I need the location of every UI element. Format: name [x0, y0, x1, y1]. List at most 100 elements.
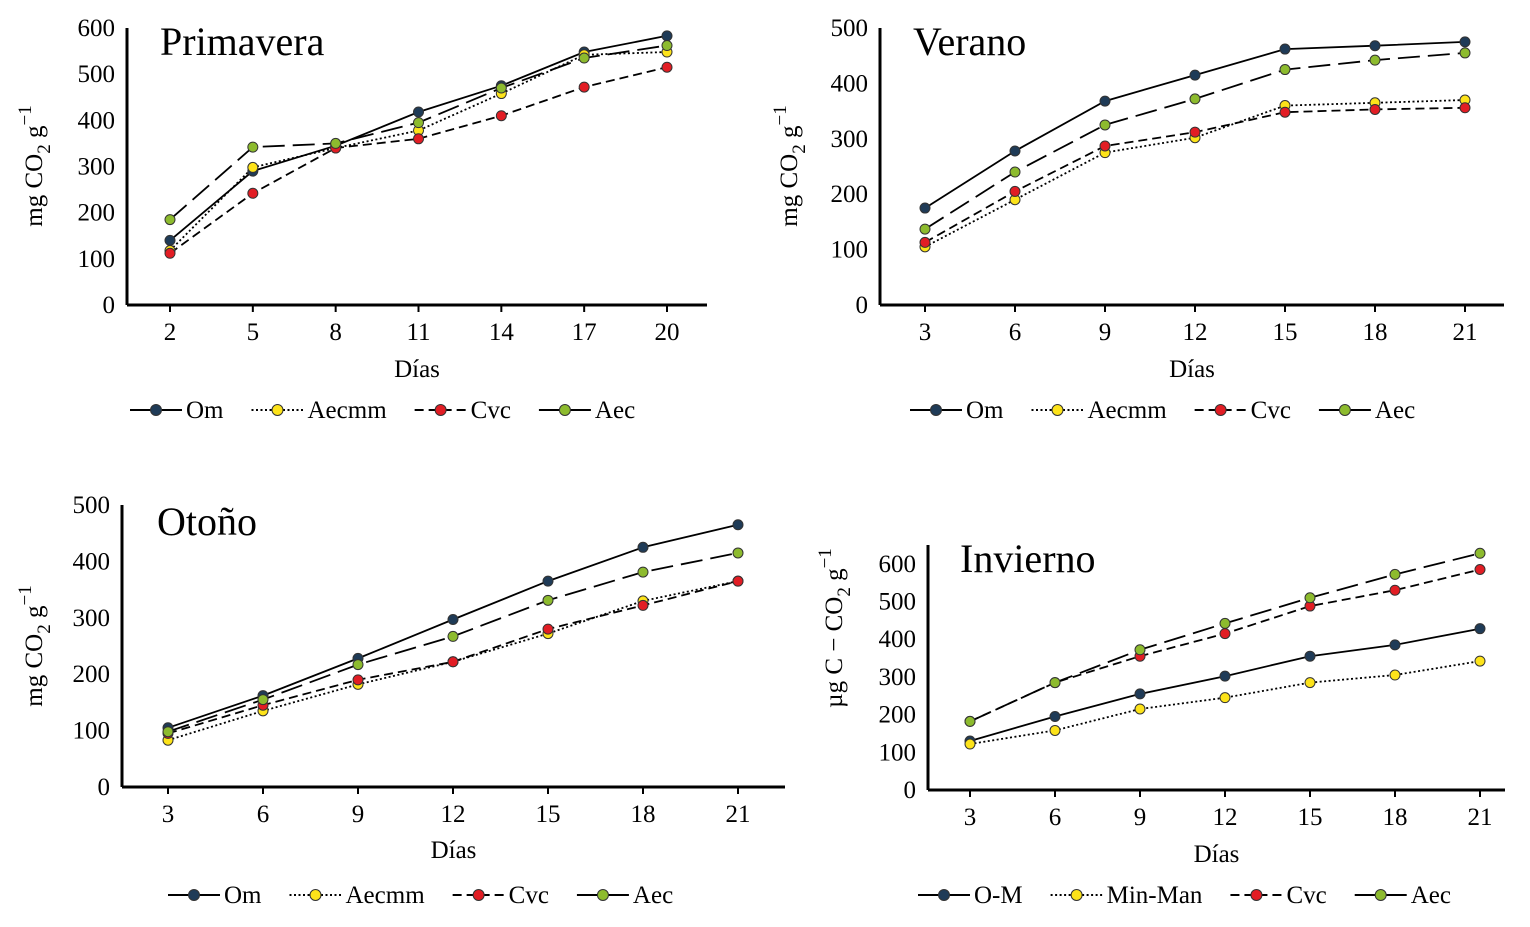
data-point-aec — [495, 82, 507, 94]
data-point-cvc — [1219, 628, 1231, 640]
y-tick-label: 0 — [103, 292, 116, 319]
legend-marker-min-man — [1070, 889, 1083, 901]
data-point-min-man — [1134, 703, 1146, 715]
y-tick-label: 400 — [78, 107, 116, 134]
x-tick-label: 6 — [1009, 319, 1022, 346]
data-point-aec — [1474, 547, 1486, 559]
data-point-cvc — [495, 110, 507, 122]
data-point-cvc — [661, 61, 673, 73]
x-axis-title: Días — [394, 356, 440, 383]
data-point-aec — [352, 659, 364, 671]
data-point-om — [1099, 95, 1111, 107]
y-tick-label: 500 — [879, 589, 917, 616]
chart-primavera: 0 100 200 300 400 500 600 2 5 8 11 14 17 20 Días mg CO2… — [15, 15, 707, 424]
data-point-aec — [964, 715, 976, 727]
x-axis-title: Días — [1169, 356, 1215, 383]
x-tick-label: 21 — [726, 801, 751, 828]
y-tick-label: 100 — [831, 237, 869, 264]
data-point-cvc — [1474, 564, 1486, 575]
data-point-cvc — [247, 187, 259, 199]
data-point-aec — [162, 726, 174, 738]
y-tick-label: 500 — [831, 15, 869, 42]
data-point-aec — [1279, 64, 1291, 76]
y-tick-label: 0 — [856, 292, 869, 319]
y-tick-label: 200 — [831, 181, 869, 208]
y-tick-label: 100 — [78, 246, 116, 273]
data-point-cvc — [1099, 140, 1111, 152]
series-line-aecmm — [924, 99, 1466, 248]
data-point-o-m — [1304, 650, 1316, 662]
data-point-aec — [447, 630, 459, 642]
data-point-cvc — [1369, 103, 1381, 115]
series-line-om — [167, 523, 739, 729]
data-point-aec — [1219, 617, 1231, 629]
x-tick-label: 18 — [1383, 804, 1408, 831]
x-tick-label: 5 — [247, 319, 260, 346]
data-point-aec — [637, 566, 649, 578]
panel-title: Verano — [913, 19, 1026, 64]
data-point-o-m — [1049, 711, 1061, 722]
panel-title: Primavera — [160, 19, 325, 64]
data-point-om — [1369, 40, 1381, 52]
y-tick-label: 0 — [98, 774, 111, 801]
legend-label-om: Om — [966, 397, 1004, 424]
legend-label-cvc: Cvc — [471, 397, 511, 424]
y-tick-label: 100 — [879, 739, 917, 766]
y-axis-title: mg CO2 g−1 — [15, 105, 55, 226]
data-point-cvc — [919, 236, 931, 248]
series-line-aecmm — [169, 51, 668, 252]
x-tick-label: 6 — [257, 801, 270, 828]
x-tick-label: 3 — [919, 319, 932, 346]
x-tick-label: 15 — [1298, 804, 1323, 831]
y-tick-label: 400 — [73, 548, 111, 575]
data-point-cvc — [1459, 102, 1471, 114]
legend-marker-aec — [558, 404, 571, 416]
legend: Om Aecmm Cvc Aec — [130, 397, 635, 424]
legend-label-aec: Aec — [633, 882, 673, 909]
data-point-aec — [1049, 677, 1061, 689]
data-point-aec — [413, 117, 424, 129]
data-point-om — [919, 202, 931, 214]
data-point-cvc — [542, 623, 554, 635]
y-axis-title: mg CO2 g−1 — [770, 105, 810, 226]
x-tick-label: 20 — [655, 319, 680, 346]
legend-label-min-man: Min-Man — [1107, 882, 1203, 909]
x-tick-label: 15 — [1273, 319, 1298, 346]
x-tick-label: 3 — [162, 801, 175, 828]
legend-marker-aec — [596, 889, 609, 901]
data-point-cvc — [578, 81, 590, 93]
y-tick-label: 200 — [879, 702, 917, 729]
x-tick-label: 11 — [406, 319, 430, 346]
data-point-min-man — [964, 738, 976, 750]
y-axis-title: µg C − CO2 g−1 — [815, 548, 855, 708]
x-tick-label: 9 — [352, 801, 365, 828]
x-tick-label: 12 — [1183, 319, 1208, 346]
y-tick-label: 300 — [879, 664, 917, 691]
chart-invierno: 0 100 200 300 400 500 600 3 6 9 12 15 18 21 Días µg C −… — [815, 536, 1505, 909]
y-tick-label: 600 — [78, 15, 116, 42]
y-tick-label: 300 — [831, 126, 869, 153]
legend-label-aecmm: Aecmm — [308, 397, 388, 424]
data-point-aec — [1389, 568, 1401, 580]
y-axis-title: mg CO2 g−1 — [15, 585, 55, 706]
x-tick-label: 6 — [1049, 804, 1062, 831]
y-tick-label: 100 — [73, 718, 111, 745]
data-point-cvc — [1279, 106, 1291, 118]
y-tick-label: 200 — [73, 661, 111, 688]
data-point-aec — [164, 214, 176, 226]
legend-marker-cvc — [434, 404, 447, 416]
legend-label-aec: Aec — [1411, 882, 1451, 909]
legend-marker-om — [188, 889, 200, 901]
data-point-om — [1459, 36, 1471, 48]
legend-marker-aecmm — [271, 404, 284, 416]
data-point-cvc — [1389, 584, 1401, 596]
legend-label-aecmm: Aecmm — [1088, 397, 1168, 424]
data-point-min-man — [1474, 655, 1486, 667]
data-point-aec — [1304, 592, 1316, 604]
x-tick-label: 21 — [1468, 804, 1493, 831]
data-point-aec — [542, 594, 554, 606]
data-point-aec — [1099, 119, 1111, 131]
panel-title: Invierno — [960, 536, 1096, 581]
legend-label-cvc: Cvc — [509, 882, 549, 909]
data-point-aec — [1189, 93, 1201, 105]
